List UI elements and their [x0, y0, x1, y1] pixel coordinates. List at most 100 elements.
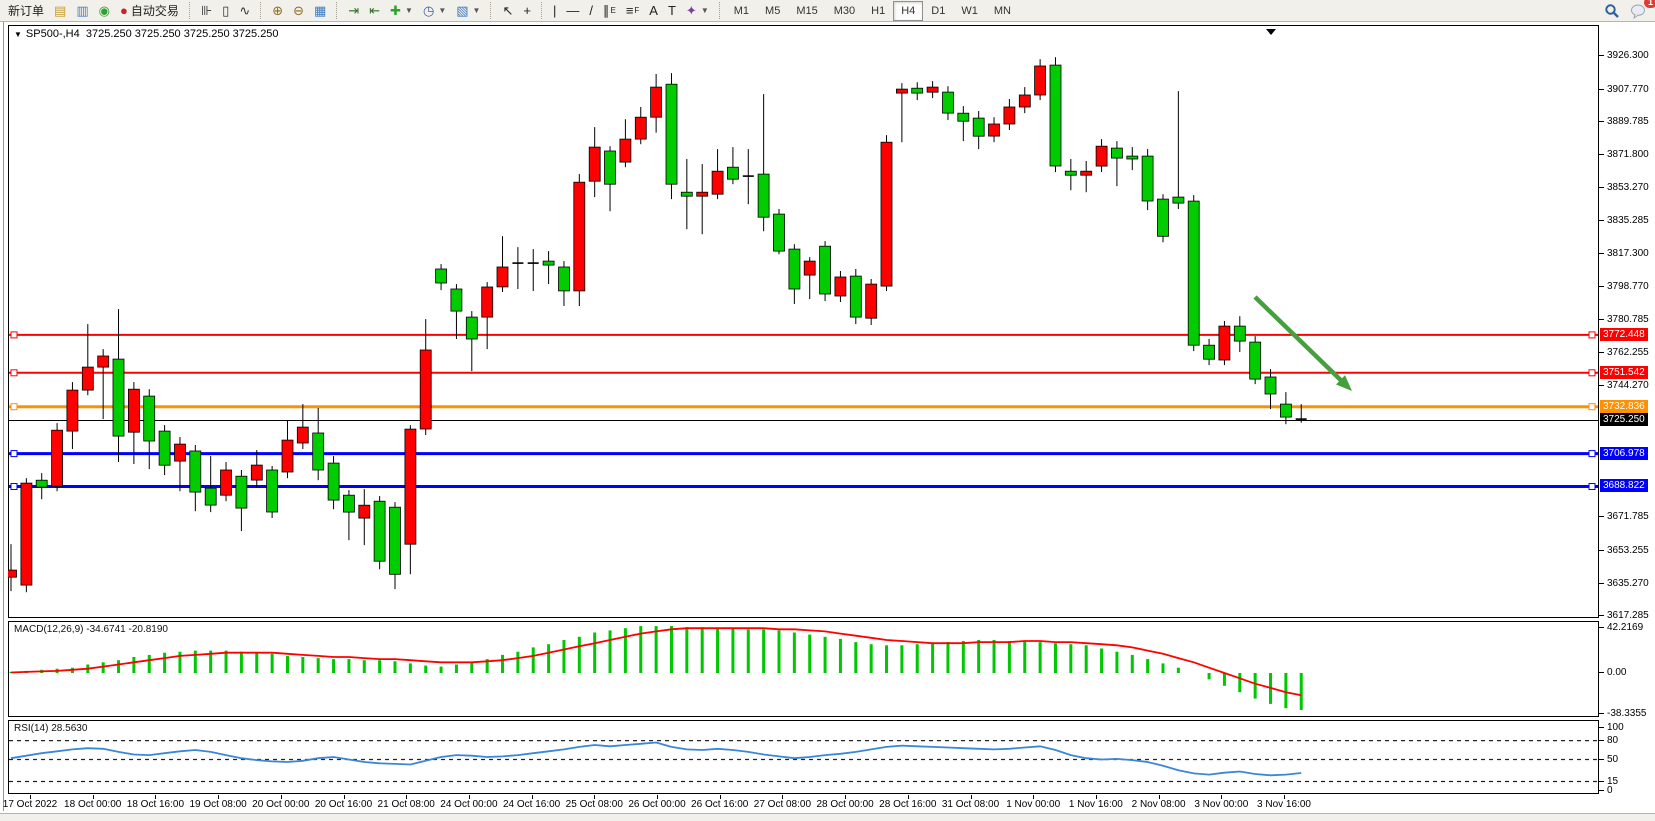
- line-handle[interactable]: [1588, 483, 1596, 490]
- level-price-badge: 3751.542: [1600, 366, 1648, 379]
- timeframe-m15[interactable]: M15: [796, 4, 818, 17]
- line-handle[interactable]: [10, 450, 18, 458]
- chevron-down-icon[interactable]: ▼: [405, 6, 413, 15]
- candlestick: [757, 173, 770, 218]
- macd-panel[interactable]: [8, 621, 1599, 717]
- price-axis-label: 3835.285: [1599, 214, 1649, 228]
- vertical-line-icon[interactable]: |: [548, 0, 561, 21]
- time-axis-tick: [406, 795, 408, 799]
- trendline-icon[interactable]: /: [584, 0, 598, 21]
- horizontal-line-icon[interactable]: —: [561, 0, 584, 21]
- chart-shift-icon[interactable]: ⇤: [364, 0, 385, 21]
- chart-window-icon[interactable]: ▤: [49, 0, 71, 21]
- text-label-icon[interactable]: T: [663, 0, 681, 21]
- candlestick: [373, 500, 386, 562]
- price-axis-label: 3907.770: [1599, 83, 1649, 97]
- equidistant-channel-icon[interactable]: ∥ E: [602, 3, 616, 18]
- text-icon[interactable]: A: [644, 0, 663, 21]
- candlestick: [711, 170, 724, 195]
- zoom-in-icon[interactable]: ⊕: [267, 0, 288, 21]
- collapse-triangle-icon[interactable]: ▼: [14, 30, 22, 39]
- arrows-icon[interactable]: ✦ ▼: [681, 0, 714, 21]
- notifications-icon[interactable]: 1: [1625, 0, 1655, 21]
- main-price-chart[interactable]: [8, 25, 1599, 618]
- timeframe-h4[interactable]: H4: [893, 0, 924, 21]
- fibonacci-icon[interactable]: ≡ F: [625, 3, 640, 18]
- toolbar: 新订单 ▤ ▥ ◉ ● 自动交易 ⊪ ▯ ∿ ⊕ ⊖ ▦ ⇥ ⇤ ✚ ▼ ◷ ▼ ▧ ▼ ↖ + | — / ∥ E ≡ F A T ✦ ▼ M1…: [0, 0, 1655, 22]
- candlestick: [1049, 64, 1062, 167]
- line-handle[interactable]: [1588, 331, 1596, 339]
- time-axis[interactable]: 17 Oct 2022 18 Oct 00:00 18 Oct 16:00 19 Oc…: [0, 795, 1655, 813]
- candlestick: [389, 506, 401, 575]
- indicators-icon[interactable]: ✚ ▼: [385, 0, 418, 21]
- timeframe-m30[interactable]: M30: [833, 4, 856, 17]
- line-handle[interactable]: [10, 483, 18, 490]
- line-handle[interactable]: [1588, 450, 1596, 458]
- candlestick: [235, 475, 248, 509]
- doji-candle: [527, 262, 539, 264]
- macd-axis-label: 42.2169: [1599, 621, 1643, 635]
- candlestick: [896, 88, 908, 94]
- timeframe-d1[interactable]: D1: [931, 4, 946, 17]
- signals-icon[interactable]: ◉: [94, 0, 115, 21]
- macd-signal-line: [10, 627, 1302, 697]
- line-handle[interactable]: [10, 369, 18, 377]
- status-bar: [0, 813, 1655, 821]
- zoom-out-icon[interactable]: ⊖: [288, 0, 309, 21]
- candlestick: [849, 275, 862, 318]
- price-axis-label: 3926.300: [1599, 49, 1649, 63]
- bar-chart-icon[interactable]: ⊪: [196, 0, 217, 21]
- annotation-arrow[interactable]: [1253, 295, 1347, 386]
- auto-scroll-icon: ⇥: [348, 3, 360, 18]
- line-handle[interactable]: [10, 331, 18, 339]
- candlestick-chart-icon: ▯: [222, 3, 230, 18]
- candlestick-chart-icon[interactable]: ▯: [217, 0, 234, 21]
- line-handle[interactable]: [1588, 403, 1596, 411]
- price-axis-label: 3671.785: [1599, 510, 1649, 524]
- time-axis-tick: [719, 795, 721, 799]
- chart-symbol-period: SP500-,H4: [25, 28, 80, 40]
- toolbar-separator: [260, 2, 262, 19]
- time-axis-tick: [782, 795, 784, 799]
- candlestick: [112, 358, 125, 437]
- data-window-icon[interactable]: ▥: [71, 0, 93, 21]
- auto-scroll-icon[interactable]: ⇥: [343, 0, 364, 21]
- chevron-down-icon[interactable]: ▼: [438, 6, 447, 15]
- search-icon[interactable]: [1599, 0, 1625, 21]
- time-axis-tick: [280, 795, 282, 799]
- candlestick: [51, 429, 63, 487]
- candlestick: [8, 569, 17, 578]
- time-axis-label: 1 Nov 00:00: [1006, 799, 1061, 810]
- line-handle[interactable]: [10, 403, 18, 411]
- timeframe-h1[interactable]: H1: [871, 4, 886, 17]
- candlestick: [35, 479, 48, 488]
- timeframe-m5[interactable]: M5: [765, 4, 781, 17]
- templates-icon[interactable]: ▧ ▼: [451, 0, 485, 21]
- periods-icon[interactable]: ◷ ▼: [418, 0, 451, 21]
- crosshair-icon[interactable]: +: [518, 0, 536, 21]
- candlestick: [266, 469, 279, 513]
- time-axis-tick: [30, 795, 31, 799]
- candlestick: [1187, 200, 1200, 346]
- new-order-button[interactable]: 新订单: [8, 4, 45, 18]
- templates-icon: ▧: [456, 3, 469, 18]
- tile-windows-icon[interactable]: ▦: [309, 0, 331, 21]
- timeframe-mn[interactable]: MN: [993, 4, 1011, 17]
- rsi-panel[interactable]: [8, 720, 1599, 794]
- line-chart-icon[interactable]: ∿: [234, 0, 255, 21]
- chevron-down-icon[interactable]: ▼: [700, 6, 709, 15]
- timeframe-m1[interactable]: M1: [733, 4, 750, 17]
- timeframe-w1[interactable]: W1: [961, 4, 978, 17]
- chart-shift-marker-icon: [1266, 29, 1276, 35]
- candlestick: [650, 86, 662, 118]
- candlestick: [972, 117, 985, 137]
- doji-candle: [512, 262, 524, 264]
- line-handle[interactable]: [1588, 369, 1596, 377]
- autotrading-button[interactable]: ● 自动交易: [119, 3, 179, 18]
- price-axis[interactable]: 3926.300 3907.770 3889.785 3871.800 3853.270…: [1599, 22, 1655, 797]
- line-chart-icon: ∿: [239, 3, 251, 18]
- chevron-down-icon[interactable]: ▼: [472, 6, 481, 15]
- cursor-icon[interactable]: ↖: [497, 0, 518, 21]
- candlestick: [220, 469, 232, 496]
- annotation-arrow-head[interactable]: [1336, 375, 1352, 391]
